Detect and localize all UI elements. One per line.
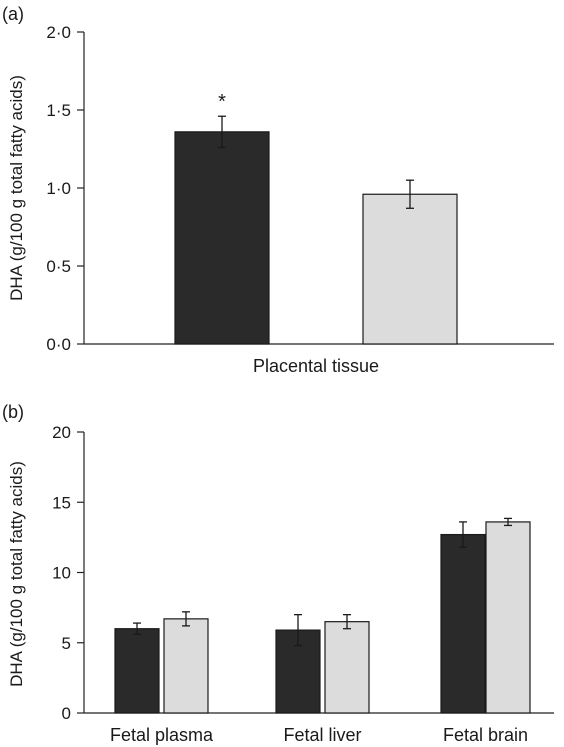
panel-b-error-bar bbox=[459, 521, 467, 548]
panel-b-error-bar bbox=[343, 614, 351, 630]
panel-b-y-tick-label: 5 bbox=[62, 634, 71, 653]
panel-a-category-labels: Placental tissue bbox=[253, 356, 379, 376]
panel-b-bar bbox=[440, 533, 486, 714]
panel-a-y-axis-title: DHA (g/100 g total fatty acids) bbox=[7, 75, 26, 301]
panel-b-y-tick-label: 15 bbox=[52, 493, 71, 512]
panel-a-bars: * bbox=[174, 91, 458, 345]
panel-b-bar bbox=[114, 628, 160, 714]
panel-b-bar bbox=[485, 521, 531, 714]
panel-a-y-tick-label: 1·0 bbox=[46, 179, 71, 198]
panel-b-error-bar bbox=[182, 611, 190, 627]
panel-a-error-bar bbox=[406, 179, 414, 209]
panel-b-label: (b) bbox=[2, 402, 24, 422]
panel-b-y-axis-title: DHA (g/100 g total fatty acids) bbox=[7, 461, 26, 687]
panel-a-bar bbox=[174, 131, 270, 345]
panel-b-category-label: Fetal plasma bbox=[110, 725, 214, 745]
panel-b-error-bar bbox=[133, 622, 141, 635]
panel-a-y-tick-label: 1·5 bbox=[46, 101, 71, 120]
panel-b-bar bbox=[163, 618, 209, 714]
panel-a-y-tick-label: 0·5 bbox=[46, 257, 71, 276]
panel-a: (a) DHA (g/100 g total fatty acids) 0·00… bbox=[2, 4, 554, 376]
panel-a-y-tick-label: 0·0 bbox=[46, 335, 71, 354]
panel-a-y-tick-label: 2·0 bbox=[46, 23, 71, 42]
panel-b-y-tick-label: 10 bbox=[52, 564, 71, 583]
panel-a-label: (a) bbox=[2, 4, 24, 24]
panel-b-bars bbox=[114, 517, 531, 714]
panel-a-y-ticks: 0·0 0·5 1·0 1·5 2·0 bbox=[46, 23, 84, 354]
panel-b-category-label: Fetal liver bbox=[283, 725, 361, 745]
panel-b-error-bar bbox=[294, 614, 302, 647]
panel-a-bar bbox=[362, 193, 458, 345]
panel-b-error-bar bbox=[504, 517, 512, 527]
panel-b-y-ticks: 0 5 10 15 20 bbox=[52, 423, 84, 723]
panel-b: (b) DHA (g/100 g total fatty acids) 0 5 10… bbox=[2, 402, 554, 745]
panel-a-significance-mark: * bbox=[218, 91, 226, 113]
panel-a-category-label: Placental tissue bbox=[253, 356, 379, 376]
panel-b-bar bbox=[324, 621, 370, 714]
panel-a-error-bar bbox=[218, 115, 226, 149]
panel-b-category-label: Fetal brain bbox=[443, 725, 528, 745]
panel-b-y-tick-label: 0 bbox=[62, 704, 71, 723]
panel-b-category-labels: Fetal plasma Fetal liver Fetal brain bbox=[110, 725, 528, 745]
panel-b-y-tick-label: 20 bbox=[52, 423, 71, 442]
